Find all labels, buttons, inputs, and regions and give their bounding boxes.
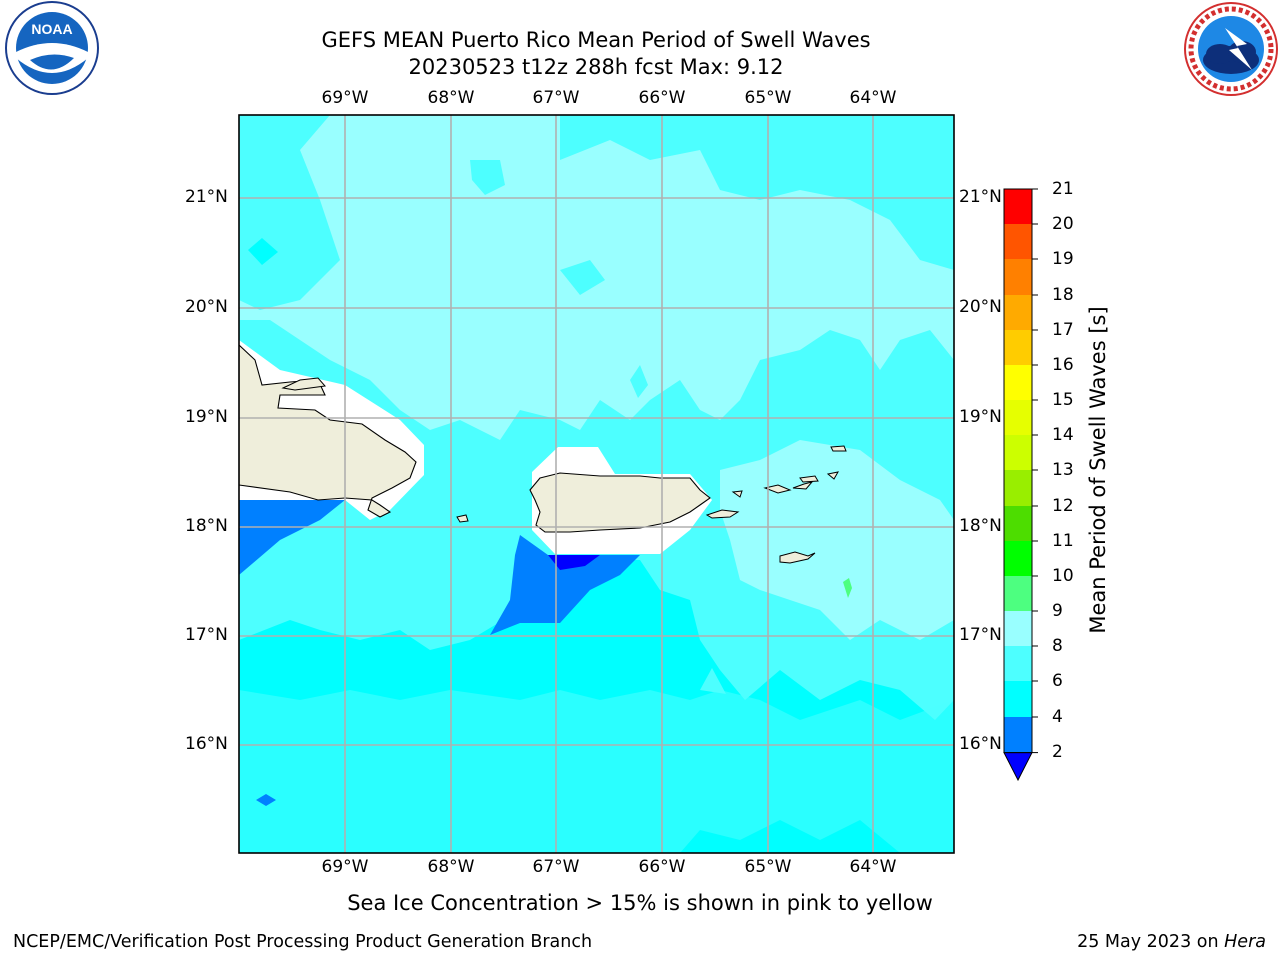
colorbar-tick-label: 16	[1052, 355, 1074, 375]
ocean-patch-4	[248, 238, 278, 265]
lat-label-right: 19°N	[959, 407, 1002, 427]
ocean-patch-1	[470, 160, 505, 195]
noaa-logo-text: NOAA	[31, 21, 72, 37]
lon-label-bottom: 69°W	[321, 857, 369, 877]
lon-label-bottom: 64°W	[849, 857, 897, 877]
colorbar-tick-label: 15	[1052, 390, 1074, 410]
colorbar-tick-label: 4	[1052, 707, 1063, 727]
land-tortola	[799, 475, 819, 483]
band-deep-blue-west	[239, 500, 345, 575]
land-anegada	[830, 445, 847, 452]
footer-date-text: 25 May 2023 on	[1077, 932, 1225, 952]
land-mona	[456, 514, 469, 523]
land-hispaniola-north	[281, 377, 326, 391]
colorbar-tick-label: 21	[1052, 179, 1074, 199]
land-vieques	[705, 509, 740, 519]
colorbar-tick-label: 10	[1052, 566, 1074, 586]
colorbar-title: Mean Period of Swell Waves [s]	[1086, 306, 1110, 634]
lat-label-left: 19°N	[185, 407, 228, 427]
colorbar-tick-label: 2	[1052, 742, 1063, 762]
colorbar-tick-label: 11	[1052, 531, 1074, 551]
lat-label-left: 20°N	[185, 297, 228, 317]
chart-subtitle: 20230523 t12z 288h fcst Max: 9.12	[408, 55, 784, 79]
colorbar-tick-label: 13	[1052, 460, 1074, 480]
land-puerto-rico	[529, 472, 711, 533]
colorbar-tick-label: 18	[1052, 285, 1074, 305]
lat-label-right: 17°N	[959, 625, 1002, 645]
colorbar-tick-label: 17	[1052, 320, 1074, 340]
lat-label-right: 21°N	[959, 187, 1002, 207]
map-area	[239, 115, 954, 853]
ocean-patch-5	[700, 668, 726, 694]
lon-label-top: 68°W	[427, 88, 475, 108]
band-darkest-blue	[548, 555, 600, 570]
lon-label-top: 64°W	[849, 88, 897, 108]
lon-label-top: 67°W	[532, 88, 580, 108]
footer-date: 25 May 2023 on Hera	[1077, 932, 1266, 952]
lon-label-bottom: 66°W	[638, 857, 686, 877]
lon-label-bottom: 65°W	[744, 857, 792, 877]
land-st-croix	[779, 551, 816, 564]
lat-label-left: 17°N	[185, 625, 228, 645]
nws-logo	[1184, 2, 1278, 96]
band-deep-blue-south	[490, 535, 640, 635]
colorbar-tick-label: 20	[1052, 214, 1074, 234]
lat-label-right: 20°N	[959, 297, 1002, 317]
ocean-patch-2	[560, 260, 605, 295]
map-grid	[239, 115, 954, 853]
land-st-thomas	[763, 484, 792, 494]
colorbar-tick-label: 6	[1052, 671, 1063, 691]
chart-title: GEFS MEAN Puerto Rico Mean Period of Swe…	[321, 28, 871, 52]
colorbar-tick-label: 9	[1052, 601, 1063, 621]
colorbar-tick-label: 14	[1052, 425, 1074, 445]
footer-host: Hera	[1224, 932, 1266, 952]
colorbar-tick-label: 19	[1052, 249, 1074, 269]
ocean-patch-3	[630, 365, 648, 398]
ocean-band-mid-south	[239, 690, 954, 853]
sea-ice-note: Sea Ice Concentration > 15% is shown in …	[347, 891, 933, 915]
colorbar	[1003, 188, 1038, 782]
lon-label-top: 69°W	[321, 88, 369, 108]
colorbar-tick-label: 12	[1052, 496, 1074, 516]
lat-label-right: 18°N	[959, 516, 1002, 536]
lat-label-right: 16°N	[959, 734, 1002, 754]
land-st-john	[792, 481, 814, 490]
footer-credit: NCEP/EMC/Verification Post Processing Pr…	[13, 932, 593, 952]
lon-label-bottom: 68°W	[427, 857, 475, 877]
lon-label-top: 65°W	[744, 88, 792, 108]
colorbar-tick-label: 8	[1052, 636, 1063, 656]
band-deep-blue-spot	[256, 794, 276, 806]
lon-label-bottom: 67°W	[532, 857, 580, 877]
map-frame	[238, 114, 955, 854]
land-culebra	[731, 490, 743, 498]
green-spot	[843, 578, 852, 598]
lat-label-left: 21°N	[185, 187, 228, 207]
lat-label-left: 16°N	[185, 734, 228, 754]
lat-label-left: 18°N	[185, 516, 228, 536]
land-virgin-gorda	[826, 471, 839, 480]
noaa-logo: NOAA	[5, 1, 99, 95]
lon-label-top: 66°W	[638, 88, 686, 108]
